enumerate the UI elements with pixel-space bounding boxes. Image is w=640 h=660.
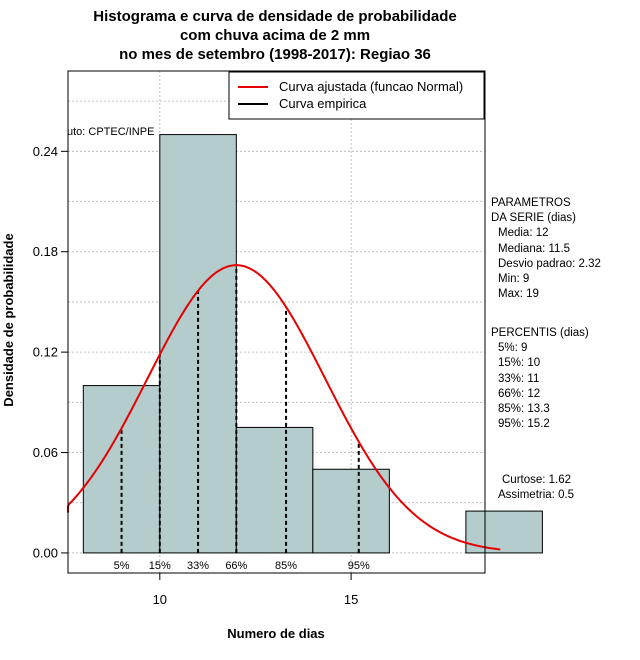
x-tick-label: 10: [153, 592, 167, 607]
percentile-label: 33%: [187, 560, 209, 572]
stat-assimetria: Assimetria: 0.5: [498, 489, 575, 502]
y-tick-label: 0.00: [33, 545, 58, 560]
stat-p85: 85%: 13.3: [498, 403, 550, 416]
parameters-panel: PARAMETROS DA SERIE (dias) Media: 12 Median…: [491, 196, 601, 302]
shape-panel: Curtose: 1.62 Assimetria: 0.5: [498, 473, 574, 503]
stat-p15: 15%: 10: [498, 357, 541, 370]
y-tick-label: 0.06: [33, 445, 58, 460]
histogram-bar: [312, 468, 390, 554]
legend: Curva ajustada (funcao Normal) Curva emp…: [228, 71, 485, 120]
y-tick-label: 0.18: [33, 244, 58, 259]
percentile-label: 66%: [225, 560, 247, 572]
chart-title-line-2: com chuva acima de 2 mm: [180, 27, 370, 44]
histogram-bar: [82, 385, 161, 554]
parameters-title-2: DA SERIE (dias): [491, 212, 576, 225]
legend-box: [228, 71, 485, 120]
stat-p5: 5%: 9: [498, 342, 528, 355]
x-axis-label: Numero de dias: [227, 626, 325, 641]
y-tick-label: 0.12: [33, 345, 58, 360]
chart-title-line-3: no mes de setembro (1998-2017): Regiao 3…: [119, 46, 431, 63]
stat-curtose: Curtose: 1.62: [502, 474, 572, 486]
percentiles-title: PERCENTIS (dias): [491, 327, 589, 339]
fit-curve-line: [67, 264, 501, 551]
percentile-label: 95%: [348, 560, 370, 572]
percentile-lines: 5% 15% 33% 66% 85% 95%: [114, 265, 370, 572]
stat-desvio: Desvio padrao: 2.32: [498, 257, 601, 270]
histogram-bar: [235, 426, 314, 554]
histogram-bar: [159, 134, 237, 554]
stat-p33: 33%: 11: [498, 372, 540, 385]
legend-empirical-label: Curva empirica: [279, 96, 367, 111]
axes: 10 15 0.00 0.06 0.12 0.18 0.24: [33, 144, 359, 607]
stat-min: Min: 9: [498, 273, 530, 286]
source-annotation: uto: CPTEC/INPE: [67, 126, 154, 138]
stat-media: Media: 12: [498, 227, 549, 240]
percentile-label: 85%: [275, 560, 297, 572]
stat-p95: 95%: 15.2: [498, 418, 550, 431]
stat-max: Max: 19: [498, 288, 539, 301]
chart-title-line-1: Histograma e curva de densidade de proba…: [93, 8, 456, 25]
x-tick-label: 15: [344, 592, 358, 607]
percentile-label: 5%: [114, 560, 130, 572]
parameters-title-1: PARAMETROS: [491, 197, 571, 209]
percentiles-panel: PERCENTIS (dias) 5%: 9 15%: 10 33%: 11 66%: …: [491, 326, 589, 432]
percentile-label: 15%: [149, 560, 171, 572]
histogram-bars: [82, 134, 543, 554]
stat-p66: 66%: 12: [498, 387, 541, 400]
legend-fit-label: Curva ajustada (funcao Normal): [279, 79, 463, 94]
y-tick-label: 0.24: [33, 144, 58, 159]
stat-mediana: Mediana: 11.5: [498, 242, 571, 255]
fit-curve-layer: [67, 264, 501, 551]
y-axis-label: Densidade de probabilidade: [1, 233, 16, 406]
plot-frame: [67, 70, 486, 574]
